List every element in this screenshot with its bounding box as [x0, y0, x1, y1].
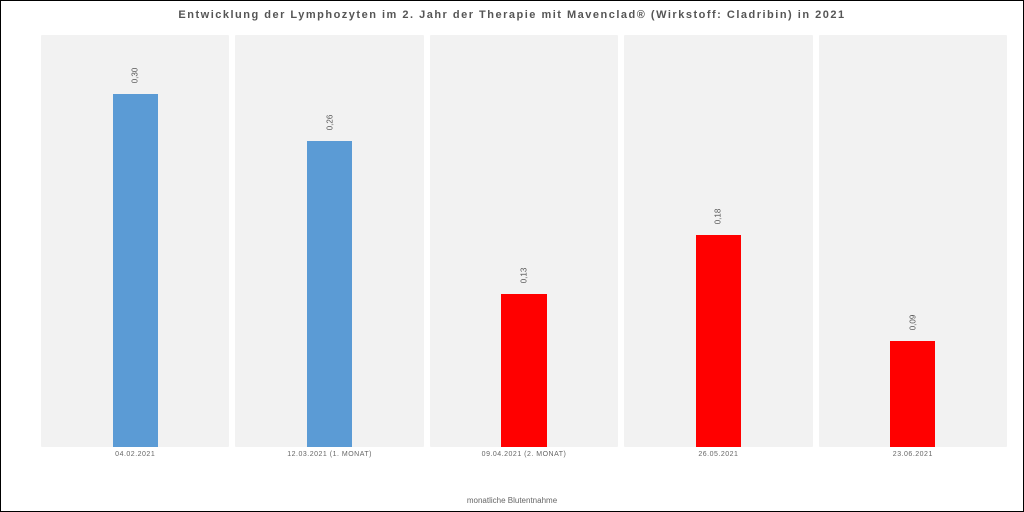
bar-panels: 0,30 0,26 0,13 0,18 0,09: [41, 35, 1007, 447]
bar-value-label: 0,13: [520, 268, 529, 284]
x-tick-label: 12.03.2021 (1. MONAT): [235, 447, 423, 467]
bar: [501, 294, 546, 447]
bar-panel: 0,26: [235, 35, 423, 447]
plot-area: 0,30 0,26 0,13 0,18 0,09 04.02.2021 12.03.202…: [41, 35, 1007, 467]
bar-value-label: 0,09: [908, 315, 917, 331]
bar-panel: 0,09: [819, 35, 1007, 447]
x-ticks: 04.02.2021 12.03.2021 (1. MONAT) 09.04.202…: [41, 447, 1007, 467]
bar-value-label: 0,18: [714, 209, 723, 225]
bar-value-label: 0,30: [131, 68, 140, 84]
chart-title: Entwicklung der Lymphozyten im 2. Jahr d…: [1, 9, 1023, 21]
bar: [890, 341, 935, 447]
x-tick-label: 04.02.2021: [41, 447, 229, 467]
x-tick-label: 09.04.2021 (2. MONAT): [430, 447, 618, 467]
bar-panel: 0,30: [41, 35, 229, 447]
x-tick-label: 23.06.2021: [819, 447, 1007, 467]
bar-value-label: 0,26: [325, 115, 334, 131]
bar-panel: 0,13: [430, 35, 618, 447]
x-axis-label: monatliche Blutentnahme: [1, 496, 1023, 505]
bar: [113, 94, 158, 447]
bar: [307, 141, 352, 447]
bar-panel: 0,18: [624, 35, 812, 447]
bar: [696, 235, 741, 447]
x-tick-label: 26.05.2021: [624, 447, 812, 467]
chart-frame: Entwicklung der Lymphozyten im 2. Jahr d…: [0, 0, 1024, 512]
